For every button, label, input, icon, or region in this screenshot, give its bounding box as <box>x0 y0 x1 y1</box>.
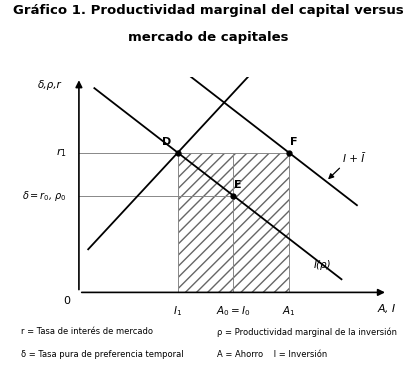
Text: E: E <box>234 180 242 190</box>
Text: 0: 0 <box>63 296 70 306</box>
Text: ρ = Productividad marginal de la inversión: ρ = Productividad marginal de la inversi… <box>217 327 397 337</box>
Text: Gráfico 1. Productividad marginal del capital versus: Gráfico 1. Productividad marginal del ca… <box>13 4 404 17</box>
Text: $r_1$: $r_1$ <box>56 146 67 159</box>
Text: D: D <box>162 137 171 147</box>
Text: $A_0 = I_0$: $A_0 = I_0$ <box>216 304 251 318</box>
Text: δ = Tasa pura de preferencia temporal: δ = Tasa pura de preferencia temporal <box>21 350 183 359</box>
Text: $\delta = r_0$, $\rho_0$: $\delta = r_0$, $\rho_0$ <box>22 188 67 203</box>
Text: $I_1$: $I_1$ <box>173 304 182 318</box>
Text: A = Ahorro    I = Inversión: A = Ahorro I = Inversión <box>217 350 327 359</box>
Text: δ,ρ,r: δ,ρ,r <box>38 80 62 89</box>
Text: I + Ī: I + Ī <box>343 154 364 164</box>
Text: r = Tasa de interés de mercado: r = Tasa de interés de mercado <box>21 327 153 336</box>
Text: F: F <box>290 137 297 147</box>
Text: I(ρ): I(ρ) <box>314 260 331 270</box>
Text: $A_1$: $A_1$ <box>282 304 296 318</box>
Text: mercado de capitales: mercado de capitales <box>128 31 289 44</box>
Text: A, I: A, I <box>377 304 395 314</box>
